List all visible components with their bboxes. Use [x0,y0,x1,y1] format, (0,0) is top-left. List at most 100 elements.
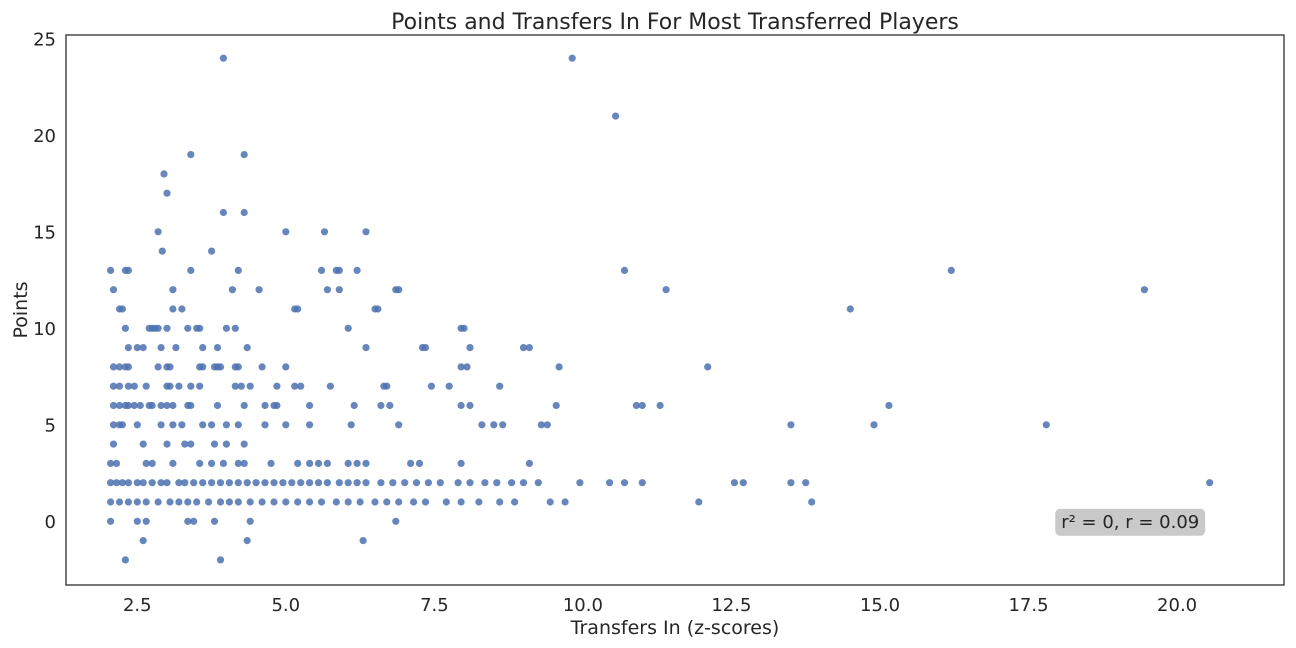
data-point [255,286,263,294]
data-point [638,479,646,487]
data-point [205,498,213,506]
x-tick-label: 10.0 [563,595,603,616]
data-point [139,344,147,352]
data-point [124,498,132,506]
data-point [576,479,584,487]
data-point [704,363,712,371]
data-point [219,208,227,217]
data-point [466,344,474,352]
data-point [124,401,132,410]
data-point [216,479,225,487]
data-point [109,421,118,429]
data-point [261,479,269,487]
data-point [196,382,204,390]
data-point [169,401,177,410]
data-point [297,382,305,390]
data-point [240,459,248,467]
data-point [178,421,186,429]
data-point [395,286,403,294]
data-point [323,479,331,487]
data-point [228,286,236,294]
data-point [353,479,361,487]
data-point [279,479,287,487]
data-point [222,421,230,429]
data-point [377,479,385,487]
data-point [107,479,115,487]
data-point [350,401,358,410]
data-point [662,286,670,294]
data-point [347,421,355,429]
data-point [234,266,242,274]
data-point [142,498,150,506]
data-point [294,459,302,467]
data-point [163,189,171,197]
data-point [885,401,893,410]
y-tick-label: 20 [33,126,56,147]
data-point [107,459,115,467]
data-point [261,421,269,429]
data-point [787,479,795,487]
data-point [154,498,162,506]
data-point [389,479,397,487]
data-point [216,498,225,506]
data-point [612,112,620,120]
data-point [638,401,646,410]
data-point [196,324,204,332]
data-point [187,151,195,159]
data-point [216,556,225,564]
data-point [216,363,225,371]
data-point [519,479,528,487]
data-point [457,401,465,410]
data-point [199,344,207,352]
data-point [240,401,248,410]
data-point [124,344,132,352]
data-point [739,479,747,487]
data-point [240,208,248,217]
data-point [210,440,219,448]
data-point [243,537,251,545]
data-point [297,479,305,487]
data-point [118,305,126,313]
data-point [130,401,138,410]
data-point [282,421,290,429]
data-point [142,459,150,467]
data-point [306,421,314,429]
data-point [261,401,269,410]
data-point [166,498,174,506]
data-point [490,421,498,429]
data-point [383,498,391,506]
data-point [139,479,147,487]
data-point [169,421,177,429]
data-point [410,498,418,506]
data-point [395,421,403,429]
data-point [115,401,124,410]
data-point [157,401,165,410]
data-point [234,363,242,371]
data-point [139,537,147,545]
data-point [148,459,156,467]
data-point [118,479,126,487]
data-point [466,479,474,487]
data-point [169,305,177,313]
data-point [314,479,323,487]
data-point [181,440,189,448]
data-point [133,479,141,487]
data-point [335,479,343,487]
data-point [158,247,166,255]
data-point [421,344,430,352]
chart-title: Points and Transfers In For Most Transfe… [391,10,959,35]
data-point [208,421,216,429]
data-point [121,556,129,564]
data-point [163,324,171,332]
data-point [632,401,641,410]
data-point [306,498,314,506]
data-point [344,459,352,467]
y-tick-labels: 0 5 10 15 20 25 [33,29,56,532]
data-point [326,382,334,390]
data-point [154,363,162,371]
data-point [136,401,144,410]
data-point [213,401,222,410]
data-point [499,421,507,429]
data-point [109,286,118,294]
data-point [181,479,189,487]
